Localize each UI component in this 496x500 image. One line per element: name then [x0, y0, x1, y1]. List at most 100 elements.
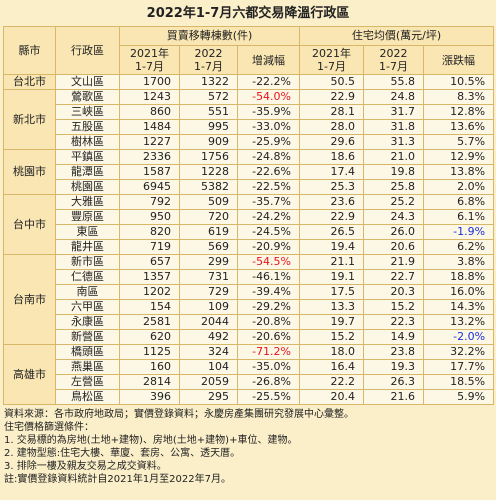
value-cell: 104 [179, 359, 238, 375]
value-cell: 25.2 [363, 194, 425, 210]
value-cell: 26.3 [363, 374, 425, 390]
city-cell: 高雄市 [3, 344, 56, 405]
value-cell: 24.3 [363, 209, 425, 225]
value-cell: 396 [119, 389, 180, 405]
value-cell: 729 [179, 284, 238, 300]
table-row: 新北市 鶯歌區 1243 572 -54.0% 22.9 24.8 8.3% [3, 89, 495, 150]
table-row: 永康區 2581 2044 -20.8% 19.7 22.3 13.2% [4, 314, 495, 330]
value-cell: 26.5 [299, 224, 365, 240]
table-row: 桃園區 6945 5382 -22.5% 25.3 25.8 2.0% [4, 179, 495, 195]
value-cell: 1357 [119, 269, 180, 285]
value-cell: 792 [119, 194, 180, 210]
value-cell: -46.1% [236, 269, 301, 285]
value-cell: -22.6% [236, 164, 301, 180]
value-cell: 492 [179, 329, 238, 345]
data-table: 縣市 行政區 買賣移轉棟數(件) 住宅均價(萬元/坪) 2021年 1-7月 2… [3, 26, 495, 405]
value-cell: 13.3 [299, 299, 365, 315]
value-cell: 719 [119, 239, 180, 255]
value-cell: 28.1 [299, 104, 365, 120]
value-cell: 860 [119, 104, 180, 120]
value-cell: -39.4% [236, 284, 301, 300]
table-row: 燕巢區 160 104 -35.0% 16.4 19.3 17.7% [4, 359, 495, 375]
value-cell: 6.1% [423, 209, 495, 225]
value-cell: -22.2% [236, 74, 301, 90]
district-cell: 東區 [55, 224, 120, 240]
value-cell: 25.3 [299, 179, 365, 195]
district-cell: 仁德區 [55, 269, 120, 285]
header-group: 買賣移轉棟數(件) [118, 26, 301, 46]
value-cell: 31.8 [363, 119, 425, 135]
value-cell: -26.8% [236, 374, 301, 390]
value-cell: -2.0% [423, 329, 495, 345]
value-cell: 22.9 [299, 89, 365, 105]
value-cell: 995 [179, 119, 238, 135]
value-cell: 20.6 [363, 239, 425, 255]
district-cell: 桃園區 [55, 179, 120, 195]
value-cell: 731 [179, 269, 238, 285]
value-cell: 1125 [119, 344, 180, 360]
value-cell: 1243 [119, 89, 180, 105]
header-cell: 行政區 [55, 26, 120, 75]
value-cell: 13.2% [423, 314, 495, 330]
header-cell: 縣市 [3, 26, 56, 75]
district-cell: 新市區 [55, 254, 120, 270]
value-cell: 950 [119, 209, 180, 225]
district-cell: 鳥松區 [55, 389, 120, 405]
table-row: 桃園市 平鎮區 2336 1756 -24.8% 18.6 21.0 12.9% [3, 149, 495, 195]
value-cell: 820 [119, 224, 180, 240]
value-cell: 5.9% [423, 389, 495, 405]
value-cell: 22.3 [363, 314, 425, 330]
value-cell: 572 [179, 89, 238, 105]
city-cell: 台南市 [3, 254, 56, 345]
value-cell: 19.1 [299, 269, 365, 285]
table-row: 台南市 新市區 657 299 -54.5% 21.1 21.9 3.8% [3, 254, 495, 345]
value-cell: 1202 [119, 284, 180, 300]
district-cell: 鶯歌區 [55, 89, 120, 105]
value-cell: 6.8% [423, 194, 495, 210]
district-cell: 左營區 [55, 374, 120, 390]
note-line: 資料來源：各市政府地政局；實價登錄資料；永慶房產集團研究發展中心彙整。 [4, 409, 354, 420]
table-row: 龍井區 719 569 -20.9% 19.4 20.6 6.2% [4, 239, 495, 255]
value-cell: 2.0% [423, 179, 495, 195]
value-cell: 154 [119, 299, 180, 315]
value-cell: 23.6 [299, 194, 365, 210]
value-cell: 160 [119, 359, 180, 375]
table-body: 台北市 文山區 1700 1322 -22.2% 50.5 55.8 10.5% 新北市 鶯歌區 1… [3, 74, 495, 405]
value-cell: -25.9% [236, 134, 301, 150]
value-cell: 1587 [119, 164, 180, 180]
value-cell: 3.8% [423, 254, 495, 270]
value-cell: 22.7 [363, 269, 425, 285]
note-line: 1. 交易標的為房地(土地+建物)、房地(土地+建物)+車位、建物。 [4, 435, 298, 446]
table-row: 樹林區 1227 909 -25.9% 29.6 31.3 5.7% [4, 134, 495, 150]
note-line: 2. 建物型態:住宅大樓、華廈、套房、公寓、透天厝。 [4, 448, 241, 459]
value-cell: 20.3 [363, 284, 425, 300]
value-cell: 50.5 [299, 74, 365, 90]
value-cell: 17.5 [299, 284, 365, 300]
header-cell: 增減幅 [236, 45, 301, 75]
district-cell: 六甲區 [55, 299, 120, 315]
value-cell: 5382 [179, 179, 238, 195]
value-cell: 509 [179, 194, 238, 210]
city-cell: 新北市 [3, 89, 56, 150]
value-cell: 1756 [179, 149, 238, 165]
value-cell: 22.2 [299, 374, 365, 390]
value-cell: -71.2% [236, 344, 301, 360]
district-cell: 大雅區 [55, 194, 120, 210]
value-cell: 18.0 [299, 344, 365, 360]
value-cell: 18.8% [423, 269, 495, 285]
value-cell: 25.8 [363, 179, 425, 195]
header-cell: 漲跌幅 [423, 45, 495, 75]
value-cell: 17.4 [299, 164, 365, 180]
table-row: 新營區 620 492 -20.6% 15.2 14.9 -2.0% [4, 329, 495, 345]
table-row: 左營區 2814 2059 -26.8% 22.2 26.3 18.5% [4, 374, 495, 390]
value-cell: 18.6 [299, 149, 365, 165]
value-cell: -20.6% [236, 329, 301, 345]
city-cell: 台北市 [3, 74, 56, 90]
table-row: 台中市 大雅區 792 509 -35.7% 23.6 25.2 6.8% [3, 194, 495, 255]
table-row: 東區 820 619 -24.5% 26.5 26.0 -1.9% [4, 224, 495, 240]
value-cell: 2581 [119, 314, 180, 330]
value-cell: 10.5% [423, 74, 495, 90]
value-cell: 1228 [179, 164, 238, 180]
value-cell: -35.0% [236, 359, 301, 375]
value-cell: 21.0 [363, 149, 425, 165]
